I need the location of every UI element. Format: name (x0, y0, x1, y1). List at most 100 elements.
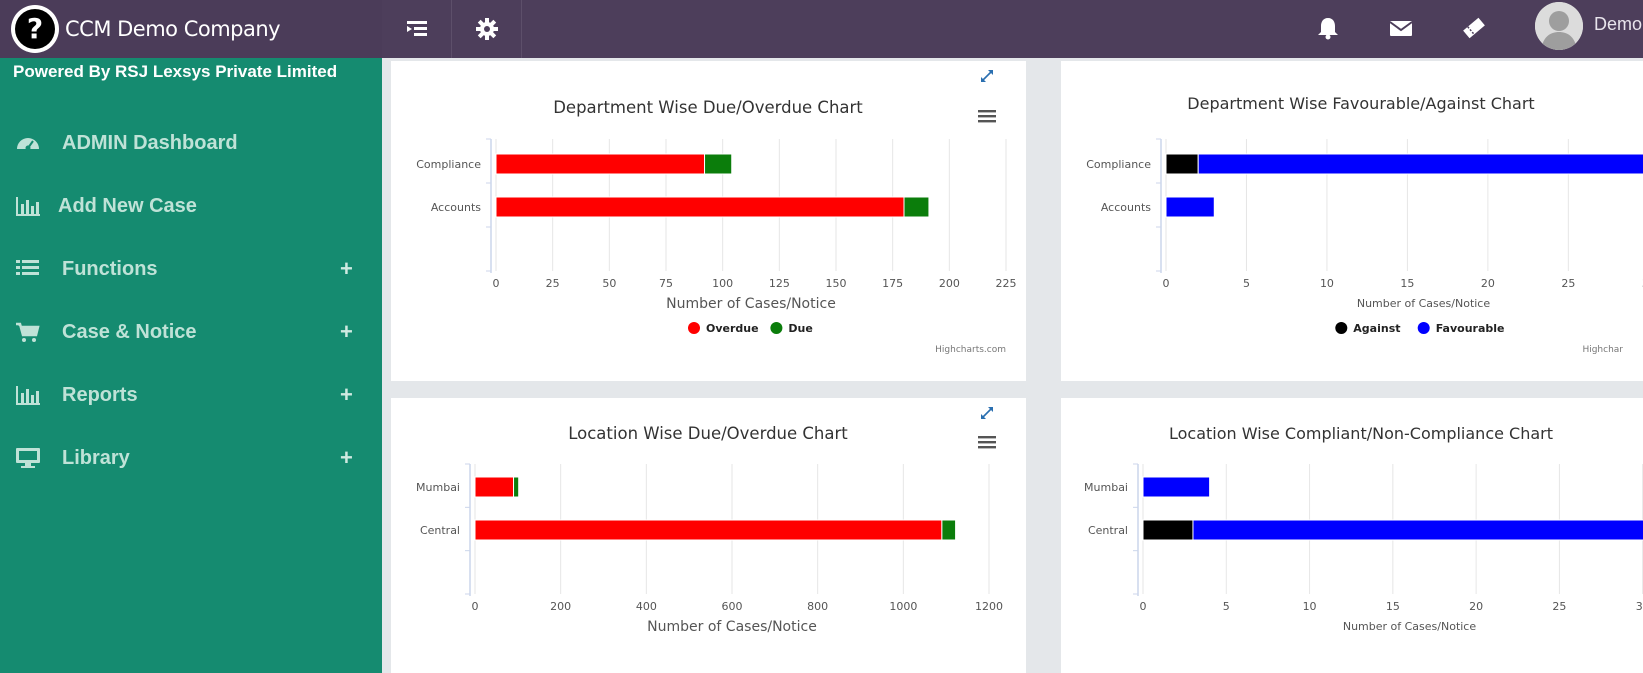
user-silhouette-icon (1535, 2, 1583, 50)
bar-against-compliance[interactable] (1165, 153, 1199, 175)
y-category-label: Central (1088, 524, 1128, 537)
user-name[interactable]: Demo (1594, 14, 1643, 34)
legend-label: Due (788, 322, 812, 335)
y-category-label: Mumbai (416, 481, 460, 494)
sidebar-item-library[interactable]: Library + (0, 433, 382, 483)
legend-symbol (770, 322, 783, 334)
x-tick-label: 125 (769, 277, 790, 290)
envelope-icon[interactable] (1387, 14, 1415, 42)
x-tick-label: 0 (472, 600, 479, 613)
top-navbar: ? CCM Demo Company (0, 0, 1643, 58)
x-tick-label: 50 (602, 277, 616, 290)
cart-icon (16, 322, 40, 342)
x-tick-label: 75 (659, 277, 673, 290)
x-tick-label: 1000 (889, 600, 917, 613)
chart-menu-icon[interactable] (978, 110, 996, 123)
x-tick-label: 5 (1243, 277, 1250, 290)
x-tick-label: 175 (882, 277, 903, 290)
sidebar-item-label: Library (62, 446, 130, 469)
bell-icon[interactable] (1314, 14, 1342, 42)
bar-favourable-central[interactable] (1192, 519, 1643, 541)
x-tick-label: 25 (1552, 600, 1566, 613)
bar-favourable-mumbai[interactable] (1142, 476, 1211, 498)
gear-icon (475, 18, 498, 40)
legend-item-overdue[interactable]: Overdue (688, 322, 759, 335)
bar-favourable-compliance[interactable] (1197, 153, 1643, 175)
expand-plus-icon[interactable]: + (340, 382, 353, 407)
x-tick-label: 0 (1163, 277, 1170, 290)
bar-overdue-accounts[interactable] (495, 196, 905, 218)
x-tick-label: 15 (1386, 600, 1400, 613)
bar-overdue-mumbai[interactable] (474, 476, 515, 498)
bar-due-mumbai[interactable] (513, 476, 520, 498)
expand-plus-icon[interactable]: + (340, 445, 353, 470)
logo: ? (11, 5, 59, 53)
expand-icon[interactable] (981, 70, 993, 82)
user-avatar[interactable] (1535, 2, 1583, 50)
expand-plus-icon[interactable]: + (340, 319, 353, 344)
bar-overdue-central[interactable] (474, 519, 943, 541)
chart-panel-department-favourable-against: Department Wise Favourable/Against Chart… (1061, 61, 1643, 381)
bar-due-accounts[interactable] (903, 196, 930, 218)
legend-item-due[interactable]: Due (770, 322, 813, 335)
chart-title: Location Wise Compliant/Non-Compliance C… (1169, 424, 1553, 443)
x-tick-label: 150 (826, 277, 847, 290)
chart-credit[interactable]: Highchar (1582, 345, 1623, 355)
bar-chart-icon (16, 386, 40, 405)
legend-symbol (688, 322, 700, 334)
y-category-label: Compliance (1086, 158, 1151, 171)
expand-icon[interactable] (981, 407, 993, 419)
indent-icon (406, 21, 427, 36)
sidebar-item-case-notice[interactable]: Case & Notice + (0, 307, 382, 357)
bar-chart-icon (16, 197, 40, 216)
chart-svg: Location Wise Due/Overdue Chart 0 200 400 60… (416, 407, 1003, 635)
bar-due-compliance[interactable] (704, 153, 733, 175)
y-category-label: Accounts (431, 201, 481, 214)
x-axis-title: Number of Cases/Notice (647, 619, 817, 635)
sidebar-toggle-button[interactable] (382, 0, 452, 58)
x-tick-label: 225 (996, 277, 1017, 290)
powered-by-text: Powered By RSJ Lexsys Private Limited (13, 62, 338, 81)
x-tick-label: 200 (939, 277, 960, 290)
company-name: CCM Demo Company (65, 17, 281, 41)
sidebar-item-label: Case & Notice (62, 320, 197, 343)
sidebar-item-admin-dashboard[interactable]: ADMIN Dashboard (0, 118, 382, 168)
legend-item-favourable[interactable]: Favourable (1417, 322, 1505, 335)
x-tick-label: 30 (1636, 600, 1643, 613)
sidebar-item-reports[interactable]: Reports + (0, 370, 382, 420)
bar-due-central[interactable] (941, 519, 957, 541)
chart-panel-department-due-overdue: Department Wise Due/Overdue Chart 0 25 50 75… (391, 61, 1026, 381)
bar-against-central[interactable] (1142, 519, 1194, 541)
chart-menu-icon[interactable] (978, 436, 996, 449)
legend-symbol (1335, 322, 1348, 334)
legend-label: Against (1353, 322, 1400, 335)
expand-plus-icon[interactable]: + (340, 256, 353, 281)
bar-overdue-compliance[interactable] (495, 153, 706, 175)
x-tick-label: 20 (1469, 600, 1483, 613)
x-tick-label: 100 (712, 277, 733, 290)
chart-panel-location-compliant-noncompliance: Location Wise Compliant/Non-Compliance C… (1061, 398, 1643, 673)
chart-credit[interactable]: Highcharts.com (935, 345, 1006, 355)
chart-title: Department Wise Favourable/Against Chart (1187, 94, 1534, 113)
sidebar-item-functions[interactable]: Functions + (0, 244, 382, 294)
x-axis-title: Number of Cases/Notice (1343, 620, 1477, 633)
x-tick-label: 20 (1481, 277, 1495, 290)
legend-label: Overdue (706, 322, 759, 335)
x-tick-label: 1200 (975, 600, 1003, 613)
x-tick-label: 400 (636, 600, 657, 613)
chart-panel-location-due-overdue: Location Wise Due/Overdue Chart 0 200 400 60… (391, 398, 1026, 673)
y-category-label: Central (420, 524, 460, 537)
chart-svg: Department Wise Favourable/Against Chart… (1086, 94, 1643, 355)
x-tick-label: 0 (1140, 600, 1147, 613)
brand[interactable]: ? CCM Demo Company (0, 0, 382, 58)
x-tick-label: 30 (1642, 277, 1643, 290)
sidebar-item-label: Functions (62, 257, 158, 280)
ticket-icon[interactable] (1460, 14, 1488, 42)
sidebar-item-add-new-case[interactable]: Add New Case (0, 181, 382, 231)
settings-button[interactable] (452, 0, 522, 58)
dashboard-icon (17, 138, 39, 151)
chart-svg: Location Wise Compliant/Non-Compliance C… (1084, 424, 1643, 633)
legend-item-against[interactable]: Against (1335, 322, 1401, 335)
bar-favourable-accounts[interactable] (1165, 196, 1215, 218)
x-tick-label: 15 (1400, 277, 1414, 290)
